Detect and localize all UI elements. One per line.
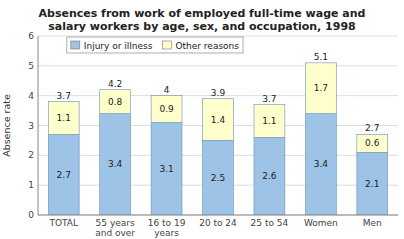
text-line: 25 to 54: [251, 218, 289, 228]
bar-segment: [48, 102, 79, 135]
data-label: 1.7: [314, 83, 328, 93]
y-tick-label: 0: [28, 210, 34, 220]
bar-segment: [203, 140, 234, 215]
total-label: 3.7: [57, 91, 71, 101]
y-axis: [38, 36, 39, 215]
text-line: 16 to 19: [148, 218, 186, 228]
bar-segment: [305, 63, 336, 114]
data-label: 1.1: [262, 116, 276, 126]
total-label: 3.7: [262, 94, 276, 104]
data-label: 2.5: [211, 173, 225, 183]
data-label: 3.4: [314, 159, 329, 169]
chart: Absences from work of employed full-time…: [0, 0, 404, 239]
y-tick-label: 3: [28, 121, 34, 131]
bar-segment: [254, 137, 285, 215]
bar-segment: [151, 96, 182, 123]
y-tick-label: 4: [28, 91, 34, 101]
bars: [48, 63, 387, 215]
text-line: TOTAL: [48, 218, 78, 228]
title: Absences from work of employed full-time…: [39, 7, 366, 33]
text-line: 55 years: [96, 218, 135, 228]
x-tick-label: Women: [304, 218, 338, 228]
y-tick-label: 5: [28, 61, 34, 71]
bar-segment: [254, 105, 285, 138]
grid-line: [38, 65, 398, 66]
x-tick-label: 25 to 54: [251, 218, 289, 228]
bar-segment: [203, 99, 234, 141]
text-line: Absences from work of employed full-time…: [39, 7, 366, 20]
text-line: salary workers by age, sex, and occupati…: [48, 20, 356, 33]
data-label: 1.4: [211, 115, 226, 125]
data-label: 1.1: [57, 113, 71, 123]
total-label: 4: [164, 85, 170, 95]
total-label: 3.9: [211, 88, 226, 98]
bar-segment: [100, 90, 131, 114]
legend-swatch: [71, 41, 80, 49]
data-label: 0.9: [159, 104, 174, 114]
data-label: 3.4: [108, 159, 123, 169]
x-tick-label: TOTAL: [48, 218, 78, 228]
grid-line: [38, 215, 398, 216]
data-labels: 2.7 1.1 3.7 3.4 0.8 4.2 3.1 0.9 4 2.5 1.4 3.9 2.6 1.1…: [57, 52, 380, 189]
total-label: 2.7: [365, 123, 379, 133]
x-tick-label: 55 yearsand over: [95, 218, 135, 238]
data-label: 2.6: [262, 171, 277, 181]
bar-segment: [100, 114, 131, 215]
bar-segment: [357, 134, 388, 152]
y-axis-label: Absence rate: [1, 94, 12, 157]
x-tick-label: Men: [363, 218, 382, 228]
data-label: 2.7: [57, 170, 71, 180]
bar-segment: [48, 134, 79, 215]
data-label: 0.8: [108, 97, 123, 107]
bar-segment: [357, 152, 388, 215]
text-line: Women: [304, 218, 338, 228]
text-line: years: [154, 228, 179, 238]
text-line: 20 to 24: [199, 218, 237, 228]
x-tick-label: 20 to 24: [199, 218, 237, 228]
data-label: 3.1: [159, 164, 173, 174]
text-line: and over: [95, 228, 135, 238]
y-tick-label: 2: [28, 150, 34, 160]
y-tick-label: 6: [28, 31, 34, 41]
data-label: 2.1: [365, 179, 379, 189]
grid-line: [38, 36, 398, 37]
bar-segment: [305, 114, 336, 215]
legend-swatch: [162, 41, 171, 49]
y-tick-label: 1: [28, 180, 34, 190]
x-axis: [38, 215, 398, 216]
text-line: Men: [363, 218, 382, 228]
data-label: 0.6: [365, 138, 380, 148]
legend-label: Other reasons: [175, 41, 239, 51]
total-label: 4.2: [108, 79, 122, 89]
legend-box: [67, 37, 243, 53]
x-tick-label: 16 to 19years: [148, 218, 186, 238]
legend: Injury or illness Other reasons: [67, 37, 243, 53]
bar-segment: [151, 123, 182, 215]
total-label: 5.1: [314, 52, 328, 62]
legend-label: Injury or illness: [84, 41, 153, 51]
